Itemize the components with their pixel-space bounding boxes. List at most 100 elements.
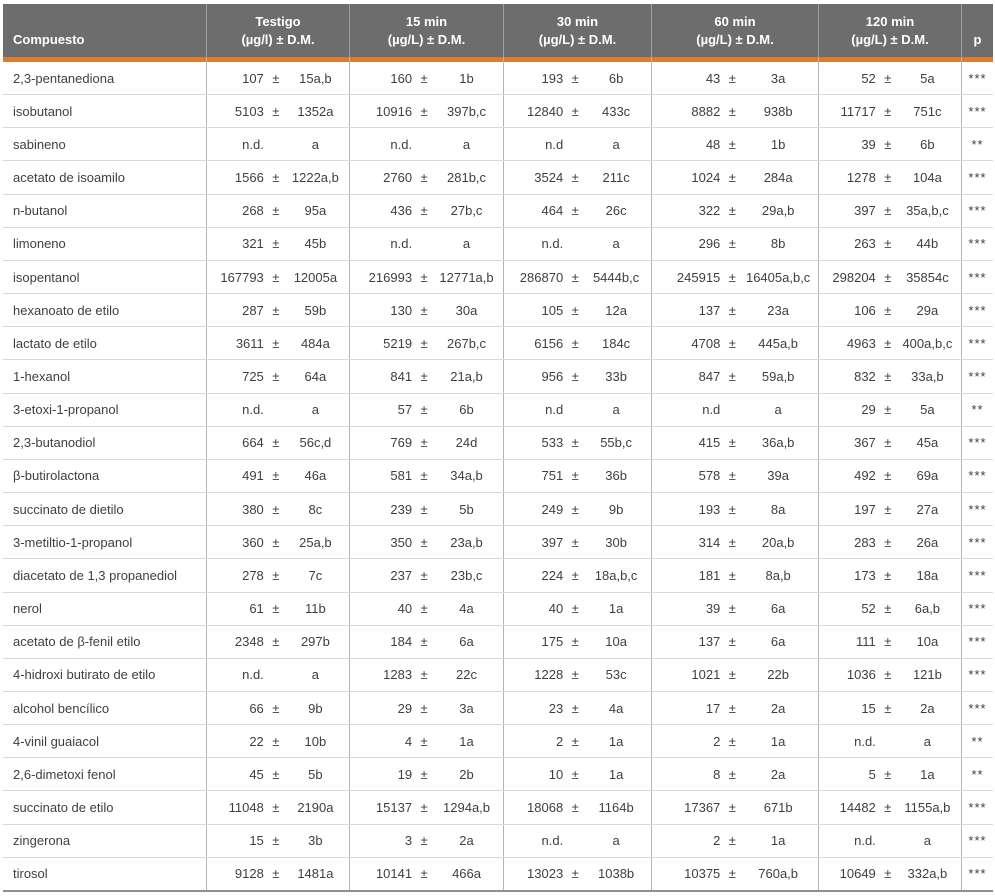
value: 52 bbox=[861, 70, 876, 86]
measurement-cell: 66 ± 9b bbox=[206, 691, 349, 725]
value: 4708 bbox=[691, 335, 721, 351]
p-value: *** bbox=[961, 559, 993, 592]
plus-minus-sign: ± bbox=[571, 567, 579, 583]
value: 19 bbox=[397, 766, 413, 782]
plus-minus-sign: ± bbox=[420, 170, 428, 186]
value: 216993 bbox=[368, 269, 413, 285]
plus-minus-sign: ± bbox=[272, 766, 280, 782]
plus-minus-sign: ± bbox=[884, 269, 892, 285]
deviation: a bbox=[923, 833, 932, 849]
compound-name: 4-vinil guaiacol bbox=[13, 733, 99, 749]
plus-minus-sign: ± bbox=[884, 335, 892, 351]
measurement-cell: 22 ± 10b bbox=[206, 725, 349, 758]
value: 43 bbox=[705, 70, 721, 86]
measurement-cell: 397 ± 35a,b,c bbox=[818, 194, 961, 227]
compound-name: n-butanol bbox=[13, 203, 68, 219]
measurement-cell: 296 ± 8b bbox=[651, 227, 818, 260]
p-value: *** bbox=[961, 526, 993, 559]
measurement-cell: 841 ± 21a,b bbox=[349, 360, 503, 393]
deviation: 297b bbox=[300, 634, 330, 650]
deviation: 95a bbox=[304, 203, 327, 219]
value: 10916 bbox=[375, 103, 413, 119]
deviation: 6a bbox=[770, 634, 786, 650]
plus-minus-sign: ± bbox=[571, 103, 579, 119]
deviation: 5444b,c bbox=[592, 269, 640, 285]
value: 725 bbox=[242, 368, 264, 384]
measurement-cell: 4 ± 1a bbox=[349, 725, 503, 758]
plus-minus-sign: ± bbox=[884, 866, 892, 882]
deviation: a bbox=[923, 733, 932, 749]
plus-minus-sign: ± bbox=[571, 302, 579, 318]
value: 10375 bbox=[684, 866, 721, 882]
plus-minus-sign: ± bbox=[728, 335, 736, 351]
value: 286870 bbox=[519, 269, 564, 285]
column-header-timepoint: 30 min (µg/L) ± D.M. bbox=[503, 4, 651, 57]
measurement-cell: 14482 ± 1155a,b bbox=[818, 791, 961, 824]
measurement-cell: 2348 ± 297b bbox=[206, 625, 349, 658]
plus-minus-sign: ± bbox=[420, 667, 428, 683]
compound-name: limoneno bbox=[13, 236, 66, 252]
value: 841 bbox=[390, 368, 413, 384]
measurement-cell: 39 ± 6b bbox=[818, 128, 961, 161]
measurement-cell: 286870 ± 5444b,c bbox=[503, 260, 651, 294]
value: 8 bbox=[713, 766, 721, 782]
accent-divider bbox=[3, 57, 993, 62]
measurement-cell: 367 ± 45a bbox=[818, 426, 961, 459]
deviation: 760a,b bbox=[758, 866, 799, 882]
measurement-cell: 239 ± 5b bbox=[349, 493, 503, 526]
measurement-cell: 350 ± 23a,b bbox=[349, 526, 503, 559]
measurement-cell: 3 ± 2a bbox=[349, 824, 503, 857]
column-header-timepoint: 60 min (µg/L) ± D.M. bbox=[651, 4, 818, 57]
plus-minus-sign: ± bbox=[728, 236, 736, 252]
deviation: 36b bbox=[605, 468, 627, 484]
value: 491 bbox=[242, 468, 264, 484]
accent-divider-segment bbox=[503, 57, 651, 62]
plus-minus-sign: ± bbox=[571, 866, 579, 882]
table-row: tirosol 9128 ± 1481a 10141 ± 466a 13023 … bbox=[3, 857, 993, 890]
deviation: a bbox=[612, 236, 620, 252]
plus-minus-sign: ± bbox=[420, 335, 428, 351]
value: 492 bbox=[854, 468, 876, 484]
table-row: 2,3-pentanediona 107 ± 15a,b 160 ± 1b 19… bbox=[3, 62, 993, 96]
measurement-cell: n.d. a bbox=[818, 725, 961, 758]
measurement-cell: 57 ± 6b bbox=[349, 393, 503, 426]
value: 283 bbox=[854, 534, 876, 550]
measurement-cell: 5 ± 1a bbox=[818, 758, 961, 791]
deviation: 1a bbox=[770, 833, 786, 849]
deviation: 21a,b bbox=[450, 368, 483, 384]
table-row: limoneno 321 ± 45b n.d. a n.d. a 296 ± 8… bbox=[3, 227, 993, 261]
deviation: 2a bbox=[920, 700, 935, 716]
deviation: 27b,c bbox=[450, 203, 483, 219]
measurement-cell: 360 ± 25a,b bbox=[206, 526, 349, 559]
value: 17367 bbox=[684, 800, 721, 816]
table-row: acetato de isoamilo 1566 ± 1222a,b 2760 … bbox=[3, 161, 993, 195]
plus-minus-sign: ± bbox=[728, 103, 736, 119]
deviation: 397b,c bbox=[447, 103, 487, 119]
measurement-cell: 268 ± 95a bbox=[206, 194, 349, 227]
plus-minus-sign: ± bbox=[420, 468, 428, 484]
deviation: 1164b bbox=[598, 800, 634, 816]
value: 105 bbox=[541, 302, 564, 318]
compound-name: lactato de etilo bbox=[13, 335, 97, 351]
plus-minus-sign: ± bbox=[884, 766, 892, 782]
measurement-cell: 298204 ± 35854c bbox=[818, 260, 961, 294]
table-row: hexanoato de etilo 287 ± 59b 130 ± 30a 1… bbox=[3, 294, 993, 328]
value: 10141 bbox=[375, 866, 413, 882]
p-value: *** bbox=[961, 62, 993, 95]
value: 22 bbox=[249, 733, 264, 749]
plus-minus-sign: ± bbox=[420, 766, 428, 782]
value: 57 bbox=[397, 402, 413, 418]
value: 66 bbox=[249, 700, 264, 716]
deviation: 433c bbox=[601, 103, 631, 119]
value: 173 bbox=[854, 567, 876, 583]
table-row: 2,6-dimetoxi fenol 45 ± 5b 19 ± 2b 10 ± … bbox=[3, 758, 993, 792]
table-row: lactato de etilo 3611 ± 484a 5219 ± 267b… bbox=[3, 327, 993, 361]
value: 61 bbox=[249, 601, 264, 617]
measurement-cell: 2760 ± 281b,c bbox=[349, 161, 503, 194]
value: 415 bbox=[698, 435, 721, 451]
plus-minus-sign: ± bbox=[571, 335, 579, 351]
p-value: *** bbox=[961, 857, 993, 890]
value: 29 bbox=[861, 402, 876, 418]
deviation: 2b bbox=[459, 766, 474, 782]
plus-minus-sign: ± bbox=[272, 70, 280, 86]
